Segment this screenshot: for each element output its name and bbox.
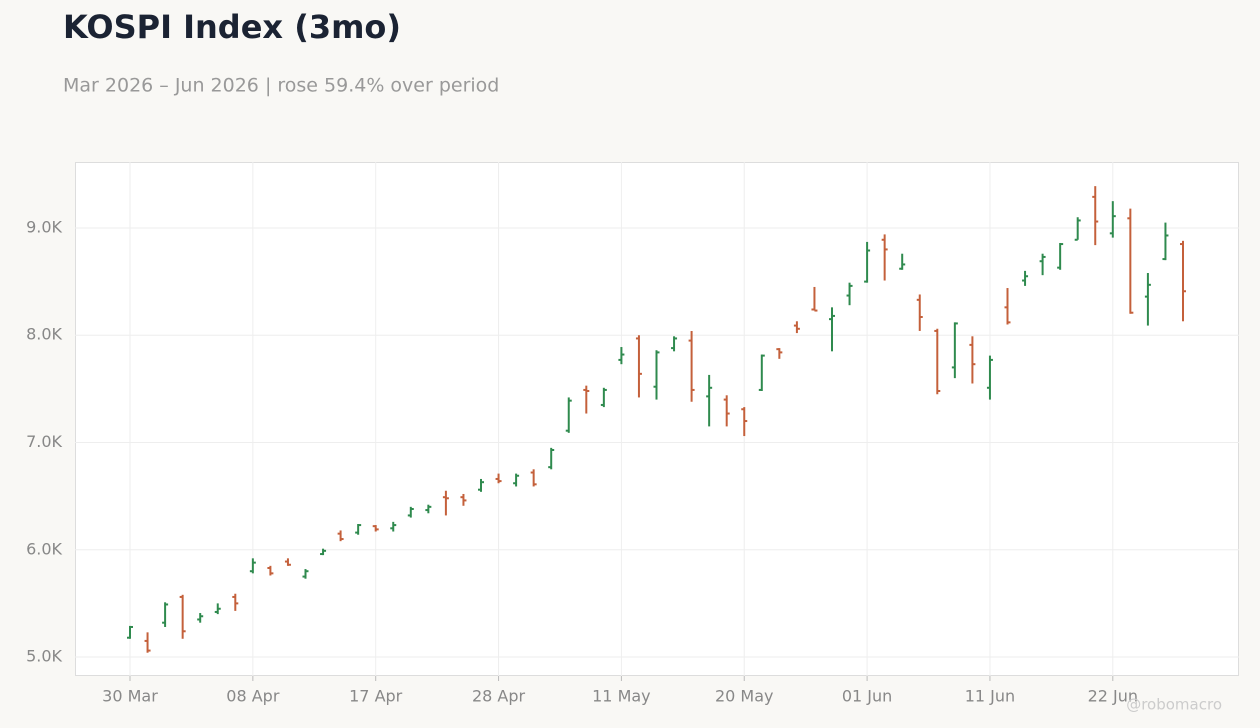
y-tick-label: 9.0K [26,217,62,236]
y-tick-label: 7.0K [26,432,62,451]
x-tick-label: 22 Jun [1088,687,1138,706]
x-tick-label: 17 Apr [349,687,403,706]
x-tick-label: 11 Jun [965,687,1015,706]
x-tick-label: 01 Jun [842,687,892,706]
watermark: @robomacro [1126,696,1222,714]
chart-title: KOSPI Index (3mo) [63,8,401,46]
x-tick-label: 30 Mar [102,687,158,706]
x-tick-label: 28 Apr [472,687,526,706]
y-tick-label: 8.0K [26,325,62,344]
x-tick-label: 20 May [715,687,774,706]
y-tick-label: 6.0K [26,539,62,558]
chart-subtitle: Mar 2026 – Jun 2026 | rose 59.4% over pe… [63,75,499,97]
y-tick-label: 5.0K [26,647,62,666]
plot-area [75,162,1239,676]
x-tick-label: 08 Apr [226,687,280,706]
x-tick-label: 11 May [592,687,651,706]
